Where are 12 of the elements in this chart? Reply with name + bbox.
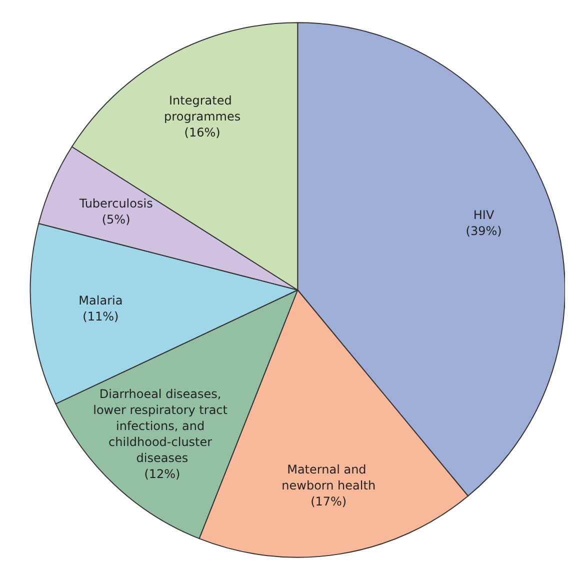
slice-label: Diarrhoeal diseases, lower respiratory tract infections, and childhood-cluster diseases bbox=[93, 387, 232, 466]
data-label: (16%) bbox=[184, 126, 220, 140]
data-label: (11%) bbox=[82, 310, 119, 324]
slice-label: Malaria bbox=[78, 294, 123, 308]
slice-label: Integrated programmes bbox=[164, 94, 241, 124]
slice-label: Maternal and newborn health bbox=[282, 462, 376, 492]
data-label: (5%) bbox=[102, 212, 130, 226]
data-label: (17%) bbox=[310, 494, 347, 508]
slice-label: HIV bbox=[473, 208, 495, 222]
data-label: (12%) bbox=[144, 467, 180, 482]
slice-label: Tuberculosis bbox=[78, 196, 153, 210]
data-label: (39%) bbox=[466, 224, 502, 238]
